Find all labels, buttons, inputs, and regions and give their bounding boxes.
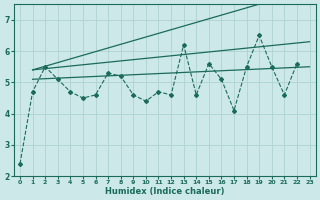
X-axis label: Humidex (Indice chaleur): Humidex (Indice chaleur) xyxy=(105,187,225,196)
